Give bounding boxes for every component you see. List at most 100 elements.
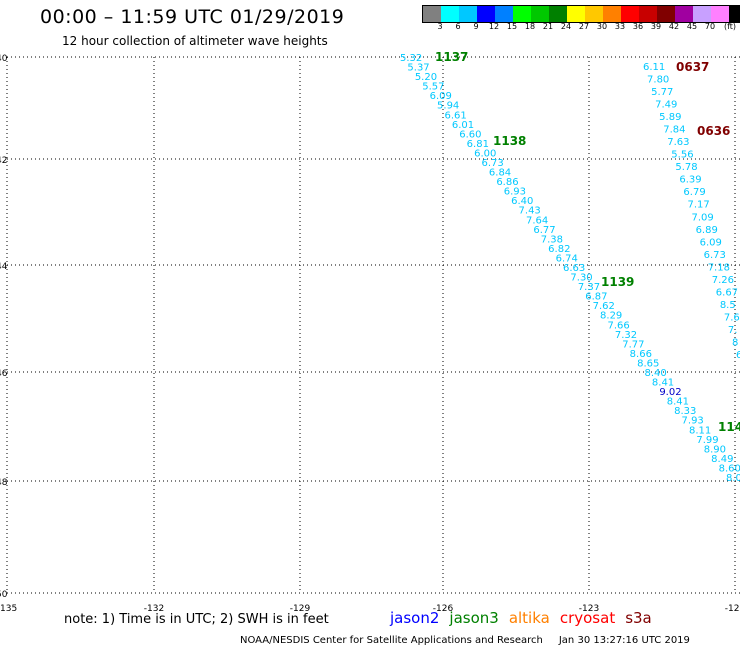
legend-label: 12 — [488, 22, 500, 31]
pass-time-label: 1139 — [601, 275, 634, 289]
swh-value: 5.78 — [675, 162, 697, 173]
swh-value: 7.49 — [655, 100, 677, 111]
swh-value: 6.39 — [679, 175, 701, 186]
swh-value: 6.67 — [716, 287, 738, 298]
swh-value: 8.49 — [711, 454, 733, 465]
swh-value: 6.87 — [585, 292, 607, 303]
swh-value: 6.77 — [533, 225, 555, 236]
swh-value: 8.90 — [704, 444, 726, 455]
x-tick-label: -120 — [725, 604, 740, 614]
legend-swatch — [639, 6, 657, 22]
legend-label: 15 — [506, 22, 518, 31]
x-tick-label: -129 — [290, 604, 311, 614]
x-tick-label: -123 — [579, 604, 599, 614]
credit-text: NOAA/NESDIS Center for Satellite Applica… — [240, 635, 543, 646]
mission-jason2: jason2 — [390, 609, 440, 627]
swh-value: 8.0 — [726, 473, 740, 484]
swh-value: 8.5 — [720, 300, 736, 311]
legend-label: 30 — [596, 22, 608, 31]
swh-value: 7.30 — [570, 273, 592, 284]
swh-value: 6.63 — [563, 263, 585, 274]
swh-value: 6.40 — [511, 196, 533, 207]
swh-value: 6.74 — [556, 253, 578, 264]
y-tick-label: 44 — [0, 262, 8, 272]
legend-swatch — [675, 6, 693, 22]
legend-swatch — [459, 6, 477, 22]
swh-value: 8.33 — [674, 406, 696, 417]
legend-label: 24 — [560, 22, 572, 31]
swh-value: 7.18 — [708, 262, 730, 273]
y-tick-label: 40 — [0, 54, 8, 64]
legend-label: 70 — [704, 22, 716, 31]
legend-swatch — [477, 6, 495, 22]
swh-value: 8 — [732, 337, 738, 348]
legend-swatch — [513, 6, 531, 22]
legend-label: 18 — [524, 22, 536, 31]
swh-value: 6 — [736, 350, 740, 361]
swh-value: 7.77 — [622, 339, 644, 350]
legend-swatch — [603, 6, 621, 22]
swh-value: 6.61 — [444, 110, 466, 121]
swh-value: 7.17 — [687, 200, 709, 211]
swh-value: 7.66 — [607, 320, 629, 331]
pass-time-label: 0637 — [676, 60, 709, 74]
swh-value: 5.20 — [415, 72, 437, 83]
swh-value: 7.38 — [541, 234, 563, 245]
swh-value: 7.93 — [682, 416, 704, 427]
legend-label: 33 — [614, 22, 626, 31]
legend-label: 36 — [632, 22, 644, 31]
generated-timestamp: Jan 30 13:27:16 UTC 2019 — [558, 635, 690, 646]
mission-altika: altika — [508, 609, 550, 627]
mission-legend: jason2 jason3 altika cryosat s3a — [390, 609, 662, 627]
swh-value: 6.09 — [430, 91, 452, 102]
swh-value: 5.89 — [659, 112, 681, 123]
legend-swatch — [495, 6, 513, 22]
swh-value: 6.79 — [683, 187, 705, 198]
legend-swatch — [585, 6, 603, 22]
swh-value: 6.73 — [704, 250, 726, 261]
page-subtitle: 12 hour collection of altimeter wave hei… — [62, 34, 328, 48]
swh-value: 6.84 — [489, 168, 511, 179]
mission-s3a: s3a — [625, 609, 652, 627]
swh-value: 6.82 — [548, 244, 570, 255]
page-title: 00:00 – 11:59 UTC 01/29/2019 — [40, 6, 345, 28]
color-scale-legend — [422, 5, 740, 23]
swh-value: 7.63 — [667, 137, 689, 148]
swh-value: 6.00 — [474, 148, 496, 159]
swh-value: 6.93 — [504, 187, 526, 198]
legend-label: 9 — [473, 22, 479, 31]
swh-value: 9.02 — [659, 387, 681, 398]
swh-value: 5.56 — [671, 150, 693, 161]
pass-time-label: 114 — [718, 420, 740, 434]
credit-line: NOAA/NESDIS Center for Satellite Applica… — [240, 635, 690, 646]
legend-swatch — [567, 6, 585, 22]
swh-value: 8.40 — [645, 368, 667, 379]
legend-swatch — [711, 6, 729, 22]
swh-value: 8.41 — [652, 378, 674, 389]
swh-value: 6.86 — [496, 177, 518, 188]
pass-time-label: 0636 — [697, 124, 730, 138]
pass-time-label: 1138 — [493, 134, 526, 148]
swh-value: 7.32 — [615, 330, 637, 341]
legend-swatch — [729, 6, 740, 22]
legend-swatch — [657, 6, 675, 22]
legend-swatch — [531, 6, 549, 22]
legend-label: 21 — [542, 22, 554, 31]
swh-value: 6.73 — [482, 158, 504, 169]
swh-value: 8.60 — [719, 463, 740, 474]
swh-value: 7.99 — [696, 435, 718, 446]
mission-cryosat: cryosat — [559, 609, 616, 627]
legend-swatch — [441, 6, 459, 22]
y-tick-label: 46 — [0, 369, 8, 379]
swh-value: 5.77 — [651, 87, 673, 98]
y-tick-label: 42 — [0, 156, 7, 166]
swh-value: 5.57 — [422, 82, 444, 93]
swh-value: 7.6 — [724, 312, 740, 323]
legend-label: (ft) — [723, 22, 737, 31]
swh-value: 5.37 — [407, 63, 429, 74]
swh-value: 6.89 — [696, 225, 718, 236]
legend-label: 42 — [668, 22, 680, 31]
swh-value: 8.11 — [689, 425, 711, 436]
legend-label: 27 — [578, 22, 590, 31]
